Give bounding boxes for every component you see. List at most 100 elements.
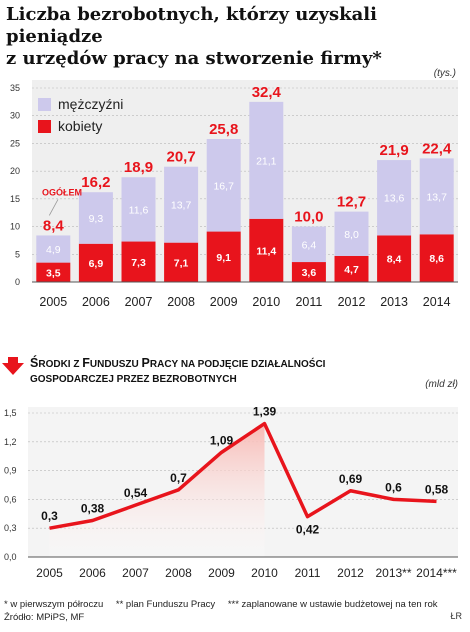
x-tick-label: 2008 xyxy=(167,295,195,309)
chart2-x-tick-label: 2014*** xyxy=(416,566,457,580)
x-tick-label: 2010 xyxy=(252,295,280,309)
unemployed-business-bar-chart: 0 5 10 15 20 25 30 35 (tys.) 3,5 4,9 8,4 2005 6,9 9,3 1… xyxy=(10,68,458,309)
chart2-title-part: UNDUSZU xyxy=(90,359,142,370)
data-label-mezczyzni: 8,0 xyxy=(344,229,359,241)
total-annotation: OGÓŁEM xyxy=(42,186,82,197)
chart2-y-tick-label: 1,5 xyxy=(4,408,17,418)
chart2-title-line-1: ŚRODKI Z FUNDUSZU PRACY NA PODJĘCIE DZIA… xyxy=(30,355,326,370)
legend-swatch-mezczyzni xyxy=(38,98,51,111)
x-tick-label: 2014 xyxy=(423,295,451,309)
chart2-x-tick-label: 2006 xyxy=(79,566,106,580)
bar-kobiety xyxy=(36,262,71,282)
chart2-data-label: 0,69 xyxy=(339,472,363,486)
bar-mezczyzni xyxy=(249,101,284,219)
bar-kobiety xyxy=(419,234,454,282)
data-label-kobiety: 7,1 xyxy=(174,257,189,269)
chart2-data-label: 0,6 xyxy=(385,480,402,494)
data-label-total: 25,8 xyxy=(209,121,238,138)
chart2-data-label: 0,38 xyxy=(81,502,105,516)
data-label-total: 22,4 xyxy=(422,140,452,157)
data-label-kobiety: 8,4 xyxy=(387,254,402,266)
chart2-x-tick-label: 2008 xyxy=(165,566,192,580)
chart-title: Liczba bezrobotnych, którzy uzyskali pie… xyxy=(6,4,466,70)
y-tick-label: 0 xyxy=(15,277,20,287)
y-tick-label: 25 xyxy=(10,138,20,148)
chart2-title-part: F xyxy=(82,356,90,370)
x-tick-label: 2012 xyxy=(338,295,366,309)
bar-mezczyzni xyxy=(164,166,199,243)
data-label-kobiety: 4,7 xyxy=(344,264,359,276)
x-tick-label: 2013 xyxy=(380,295,408,309)
data-label-total: 21,9 xyxy=(379,142,408,159)
legend-label-mezczyzni: mężczyźni xyxy=(58,96,123,112)
bar-kobiety xyxy=(206,231,241,282)
data-label-mezczyzni: 11,6 xyxy=(129,204,149,216)
data-label-mezczyzni: 6,4 xyxy=(302,239,317,251)
chart2-unit-label: (mld zł) xyxy=(425,379,458,390)
title-line-1: Liczba bezrobotnych, którzy uzyskali pie… xyxy=(6,4,377,47)
chart2-data-label: 0,3 xyxy=(41,509,58,523)
chart2-y-tick-label: 0,3 xyxy=(4,523,17,533)
bar-kobiety xyxy=(121,241,156,282)
data-label-kobiety: 11,4 xyxy=(256,245,276,257)
annotation-pointer xyxy=(48,199,59,216)
data-label-kobiety: 8,6 xyxy=(429,253,444,265)
title-line-2: z urzędów pracy na stworzenie firmy* xyxy=(6,48,382,69)
chart2-data-label: 0,7 xyxy=(170,471,187,485)
legend-label-kobiety: kobiety xyxy=(58,118,102,134)
chart2-data-label: 1,39 xyxy=(253,405,277,419)
chart2-y-tick-label: 1,2 xyxy=(4,437,17,447)
chart2-y-tick-label: 0,6 xyxy=(4,494,17,504)
chart2-x-tick-label: 2005 xyxy=(36,566,63,580)
data-label-total: 32,4 xyxy=(252,84,282,101)
y-tick-label: 5 xyxy=(15,249,20,259)
down-arrow-icon xyxy=(2,357,24,375)
chart2-y-tick-label: 0,0 xyxy=(4,552,17,562)
data-label-total: 8,4 xyxy=(43,217,65,234)
data-label-total: 20,7 xyxy=(166,149,195,166)
footnote-1: * w pierwszym półroczu xyxy=(4,599,104,610)
bar-kobiety xyxy=(377,235,412,282)
chart2-x-tick-label: 2009 xyxy=(208,566,235,580)
data-label-mezczyzni: 13,7 xyxy=(171,200,192,212)
area-fill xyxy=(49,423,265,557)
data-label-total: 16,2 xyxy=(81,174,110,191)
bar-mezczyzni xyxy=(291,226,326,263)
data-label-kobiety: 7,3 xyxy=(131,257,146,269)
source-note: Źródło: MPiPS, MF xyxy=(4,612,85,623)
x-tick-label: 2005 xyxy=(39,295,67,309)
chart2-title-part: RACY NA PODJĘCIE DZIAŁALNOŚCI xyxy=(150,357,326,370)
bar-kobiety xyxy=(291,262,326,282)
data-label-total: 10,0 xyxy=(294,209,323,226)
data-label-mezczyzni: 4,9 xyxy=(46,244,61,256)
bar-kobiety xyxy=(164,242,199,282)
bar-mezczyzni xyxy=(206,138,241,232)
data-label-kobiety: 3,5 xyxy=(46,267,61,279)
footnotes: * w pierwszym półroczu ** plan Funduszu … xyxy=(4,598,466,624)
y-tick-label: 30 xyxy=(10,111,20,121)
bar-mezczyzni xyxy=(419,158,454,235)
bar-mezczyzni xyxy=(121,177,156,242)
footnote-3: *** zaplanowane w ustawie budżetowej na … xyxy=(227,599,438,610)
chart2-data-label: 0,54 xyxy=(124,486,148,500)
data-label-mezczyzni: 13,6 xyxy=(384,193,405,205)
chart2-title-part: P xyxy=(142,356,150,370)
chart2-data-label: 0,42 xyxy=(296,523,320,537)
bar-kobiety xyxy=(249,218,284,282)
y-tick-label: 35 xyxy=(10,83,20,93)
x-tick-label: 2011 xyxy=(295,295,322,309)
legend-swatch-kobiety xyxy=(38,120,51,133)
bar-kobiety xyxy=(334,255,369,282)
chart2-x-tick-label: 2013** xyxy=(375,566,411,580)
y-tick-label: 15 xyxy=(10,194,20,204)
series-line xyxy=(49,421,437,530)
chart2-title-part: Ś xyxy=(30,355,38,370)
x-tick-label: 2007 xyxy=(125,295,153,309)
chart2-x-tick-label: 2011 xyxy=(295,566,321,580)
data-label-total: 12,7 xyxy=(337,194,366,211)
data-label-kobiety: 3,6 xyxy=(302,267,317,279)
chart2-data-label: 0,58 xyxy=(425,482,449,496)
data-label-total: 18,9 xyxy=(124,159,153,176)
unit-label: (tys.) xyxy=(434,68,456,79)
data-label-mezczyzni: 16,7 xyxy=(213,180,234,192)
